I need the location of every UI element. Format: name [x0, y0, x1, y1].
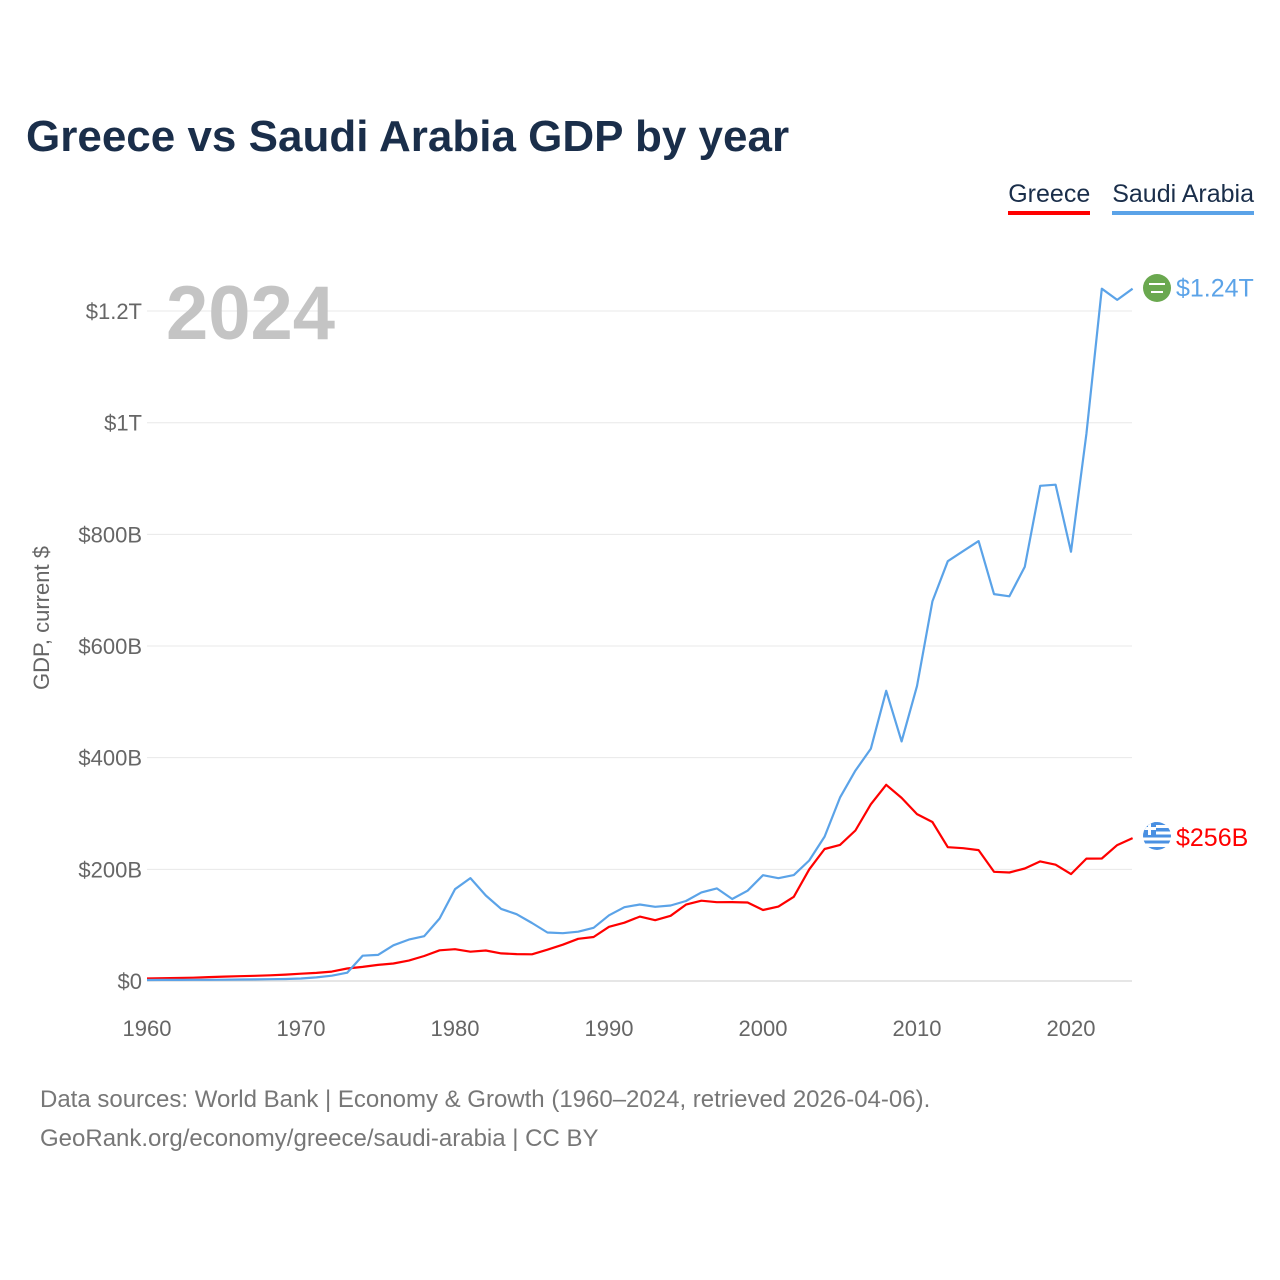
y-tick-label: $200B — [78, 857, 142, 882]
x-tick-label: 1960 — [123, 1016, 172, 1041]
series-line-greece — [146, 783, 1134, 980]
greece-flag-icon — [1143, 822, 1171, 850]
legend: Greece Saudi Arabia — [1008, 180, 1254, 215]
end-label-greece: $256B — [1176, 824, 1248, 852]
x-tick-label: 2020 — [1047, 1016, 1096, 1041]
end-label-saudi-arabia: $1.24T — [1176, 275, 1254, 303]
chart-title: Greece vs Saudi Arabia GDP by year — [26, 112, 790, 161]
year-watermark: 2024 — [166, 271, 336, 356]
x-tick-label: 1980 — [431, 1016, 480, 1041]
x-tick-label: 2010 — [893, 1016, 942, 1041]
legend-item-saudi-arabia[interactable]: Saudi Arabia — [1112, 180, 1254, 215]
saudi-arabia-flag-icon — [1143, 274, 1171, 302]
y-tick-label: $1T — [104, 411, 142, 436]
x-tick-label: 2000 — [739, 1016, 788, 1041]
footer-sources: Data sources: World Bank | Economy & Gro… — [40, 1086, 931, 1113]
x-tick-label: 1970 — [277, 1016, 326, 1041]
series-line-saudi-arabia — [146, 287, 1134, 982]
legend-item-greece[interactable]: Greece — [1008, 180, 1091, 215]
x-tick-label: 1990 — [585, 1016, 634, 1041]
footer-link[interactable]: GeoRank.org/economy/greece/saudi-arabia … — [40, 1125, 599, 1152]
y-tick-label: $0 — [118, 969, 142, 994]
y-tick-label: $800B — [78, 522, 142, 547]
y-tick-label: $600B — [78, 634, 142, 659]
y-tick-label: $400B — [78, 746, 142, 771]
y-tick-label: $1.2T — [86, 299, 142, 324]
